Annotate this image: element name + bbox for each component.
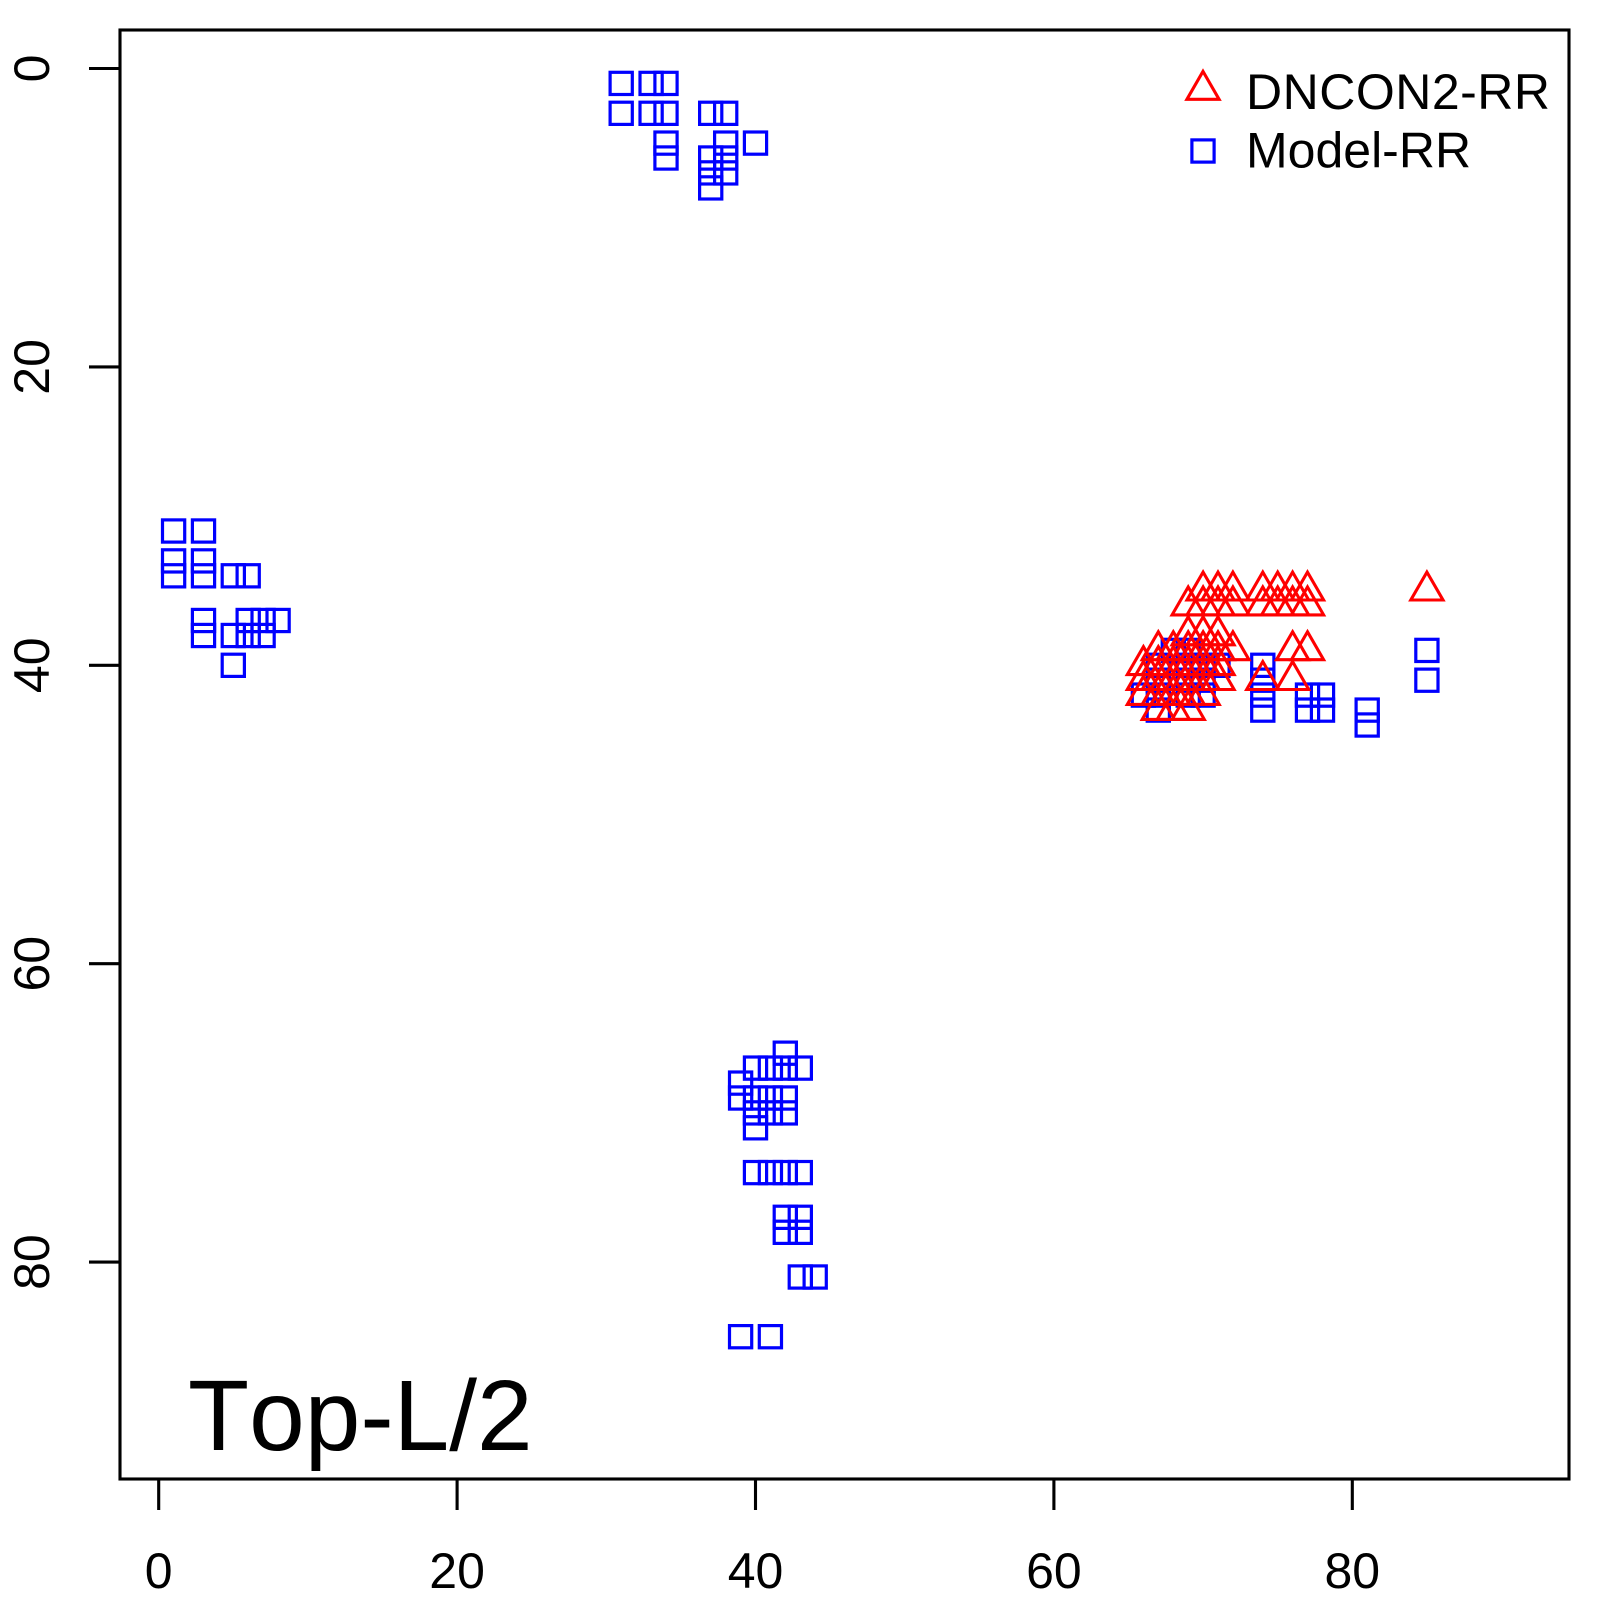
svg-text:20: 20 <box>429 1543 485 1599</box>
svg-text:40: 40 <box>4 637 60 693</box>
svg-text:80: 80 <box>1324 1543 1380 1599</box>
svg-text:60: 60 <box>4 936 60 992</box>
svg-text:40: 40 <box>728 1543 784 1599</box>
svg-text:Top-L/2: Top-L/2 <box>188 1360 533 1472</box>
svg-text:20: 20 <box>4 339 60 395</box>
svg-text:0: 0 <box>4 55 60 83</box>
svg-text:Model-RR: Model-RR <box>1246 123 1471 179</box>
svg-text:DNCON2-RR: DNCON2-RR <box>1246 64 1550 120</box>
svg-text:80: 80 <box>4 1234 60 1290</box>
svg-text:60: 60 <box>1026 1543 1082 1599</box>
svg-text:0: 0 <box>145 1543 173 1599</box>
